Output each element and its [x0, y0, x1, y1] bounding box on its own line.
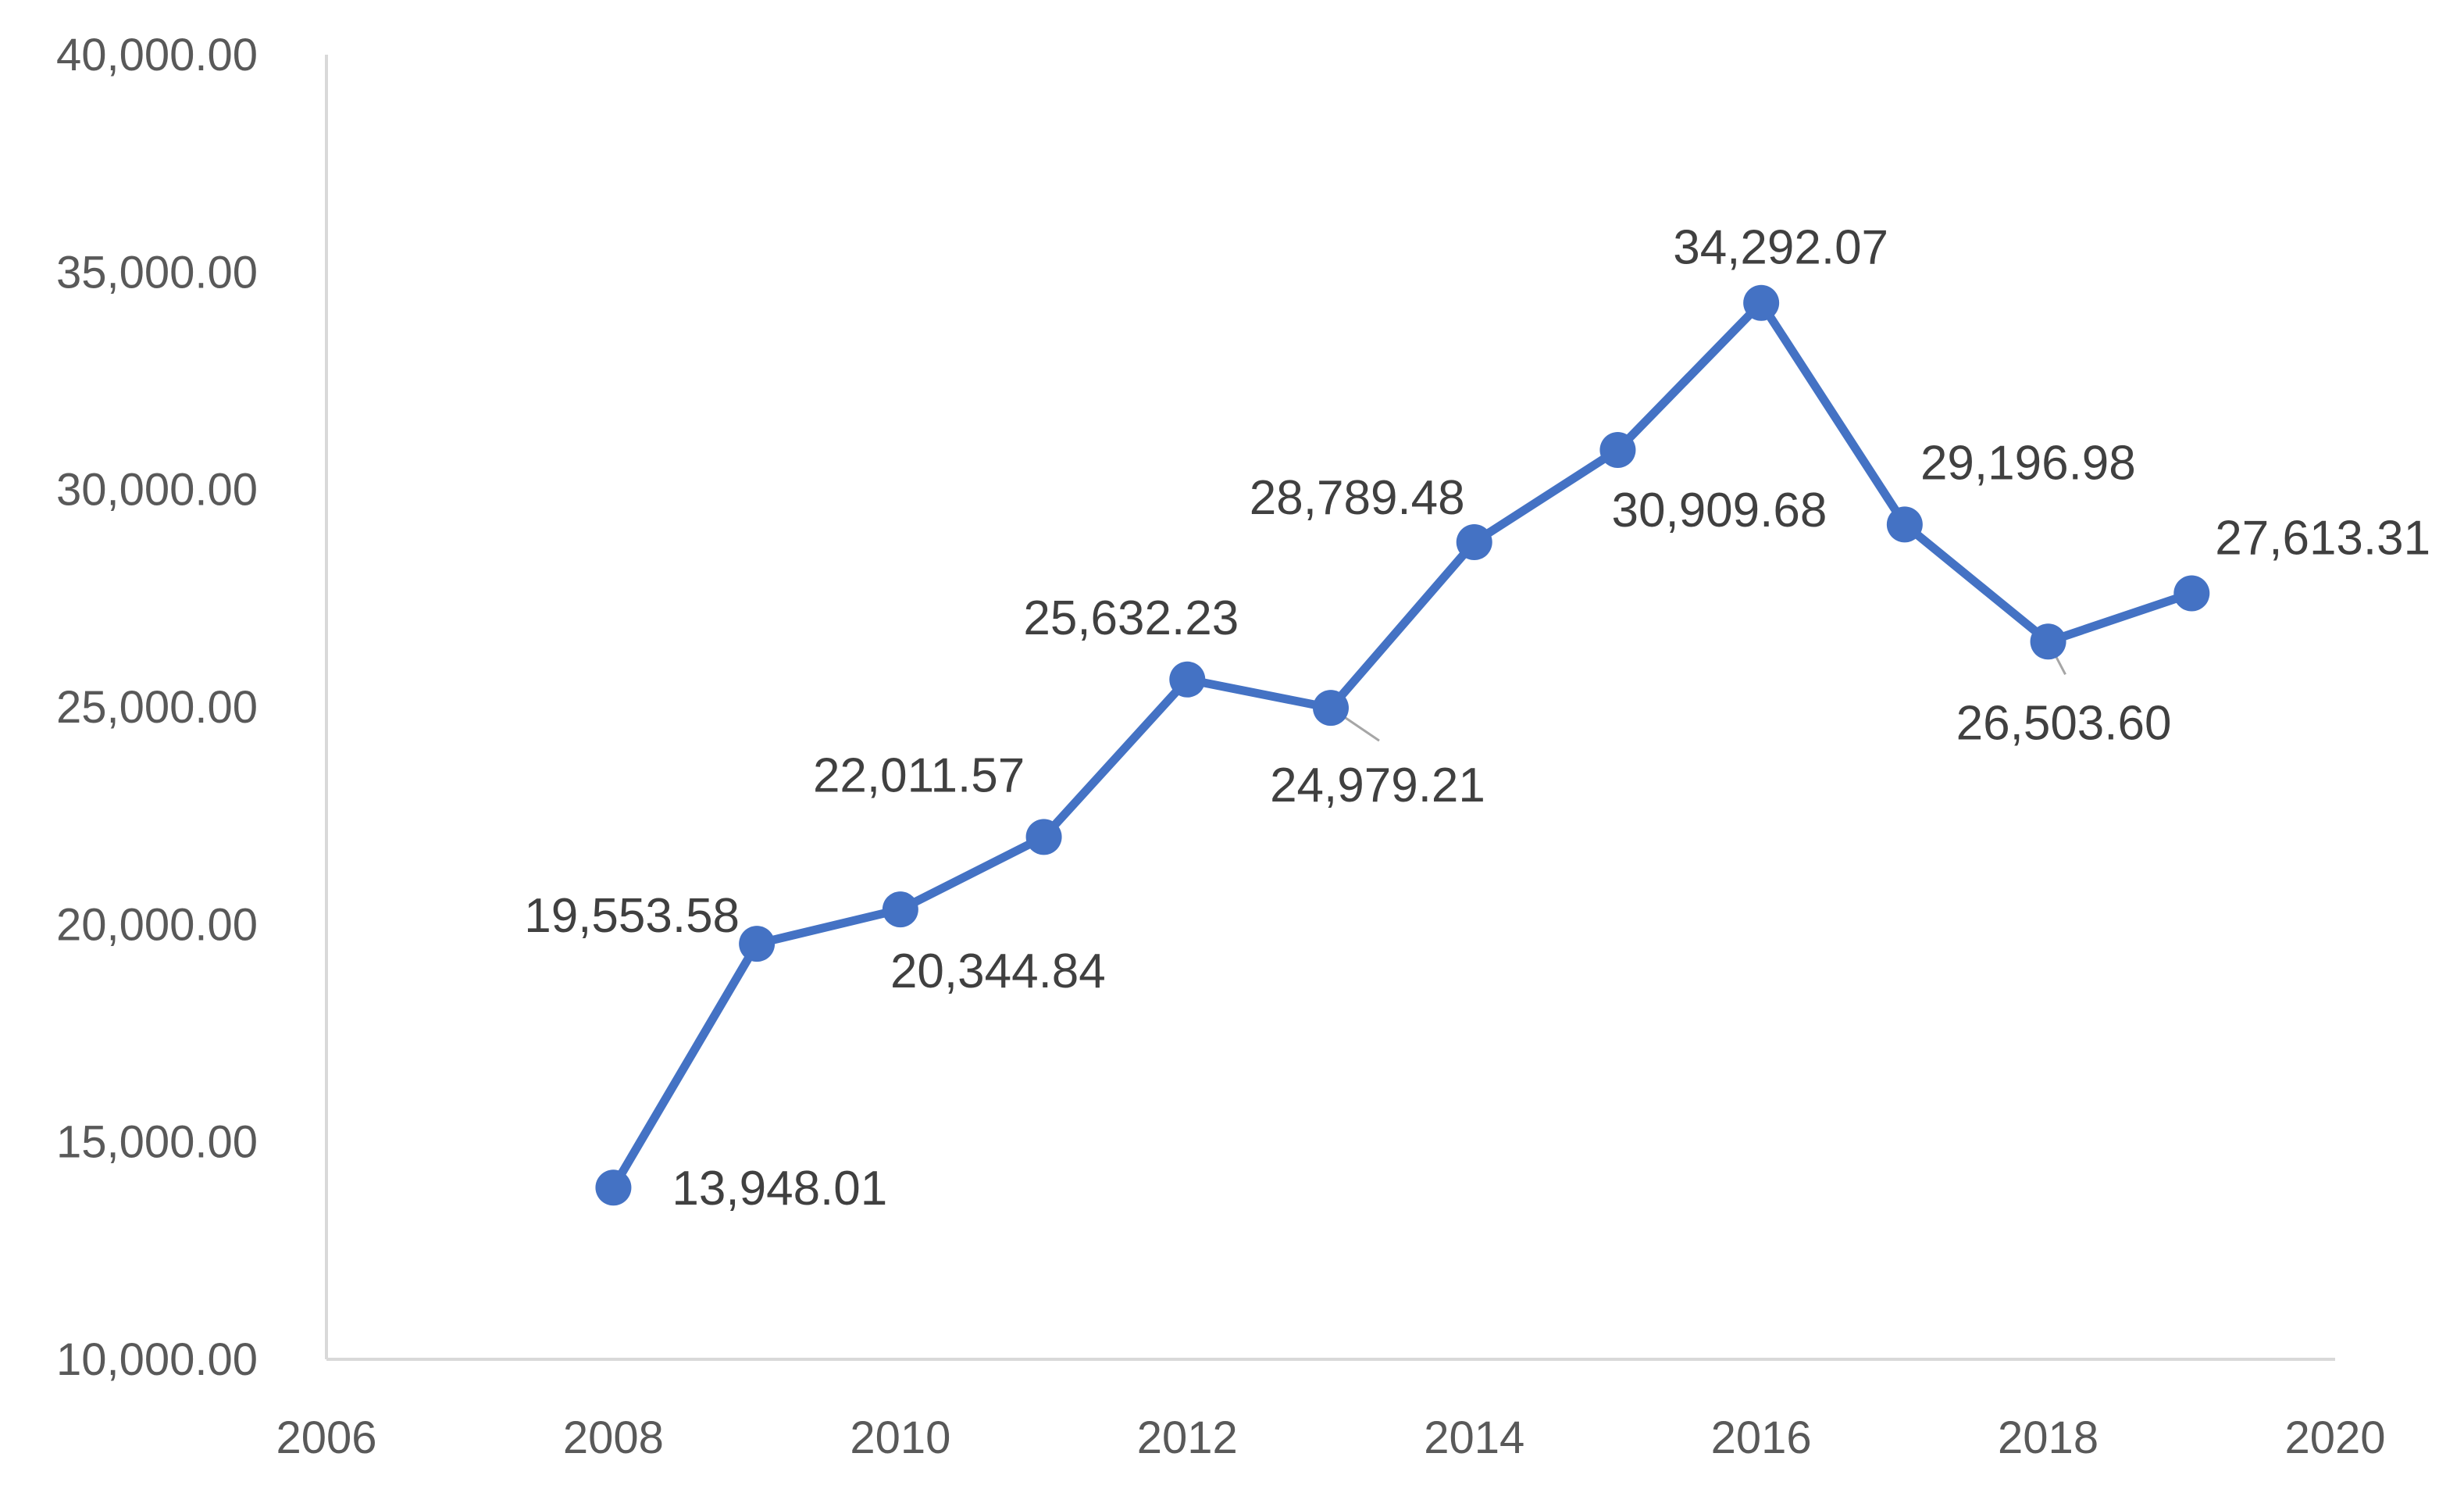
data-point [1886, 506, 1923, 543]
y-tick-label: 25,000.00 [56, 682, 258, 733]
data-label: 24,979.21 [1270, 759, 1485, 812]
x-tick-label: 2020 [2284, 1412, 2385, 1463]
data-label: 29,196.98 [1920, 436, 2136, 490]
data-point [1599, 432, 1636, 469]
y-tick-label: 20,000.00 [56, 899, 258, 950]
data-label: 34,292.07 [1673, 221, 1888, 275]
data-label: 30,909.68 [1612, 484, 1827, 537]
data-point [1025, 819, 1062, 855]
x-tick-label: 2016 [1711, 1412, 1812, 1463]
series-line [608, 298, 2196, 1192]
y-tick-label: 10,000.00 [56, 1334, 258, 1385]
data-label: 28,789.48 [1250, 471, 1465, 525]
axes: 10,000.00 15,000.00 20,000.00 25,000.00 30,0… [56, 30, 2386, 1463]
data-point [2173, 575, 2210, 612]
data-point [1313, 690, 1349, 727]
data-label: 26,503.60 [1956, 696, 2172, 750]
data-point [2030, 623, 2066, 660]
data-point [1169, 661, 1206, 698]
x-tick-label: 2018 [1998, 1412, 2099, 1463]
data-label: 13,948.01 [672, 1162, 887, 1216]
data-label: 25,632.23 [1023, 591, 1239, 645]
data-point [739, 926, 776, 962]
series-layer [595, 284, 2210, 1206]
y-tick-label: 15,000.00 [56, 1117, 258, 1168]
data-label: 19,553.58 [524, 889, 740, 943]
x-tick-label: 2010 [850, 1412, 950, 1463]
data-label: 22,011.57 [813, 748, 1025, 802]
data-point [1743, 284, 1780, 321]
x-tick-label: 2012 [1137, 1412, 1238, 1463]
x-tick-label: 2006 [276, 1412, 376, 1463]
label-leader-lines [1330, 641, 2066, 742]
data-label: 20,344.84 [890, 944, 1106, 998]
y-tick-label: 35,000.00 [56, 247, 258, 298]
data-labels: 13,948.01 19,553.58 20,344.84 22,011.57 25,6… [524, 221, 2430, 1216]
data-label: 27,613.31 [2215, 512, 2430, 566]
y-tick-label: 30,000.00 [56, 465, 258, 516]
data-point [595, 1169, 632, 1206]
y-tick-label: 40,000.00 [56, 30, 258, 80]
x-tick-label: 2014 [1424, 1412, 1524, 1463]
x-tick-label: 2008 [563, 1412, 664, 1463]
data-point [882, 891, 918, 928]
data-point [1456, 524, 1492, 561]
